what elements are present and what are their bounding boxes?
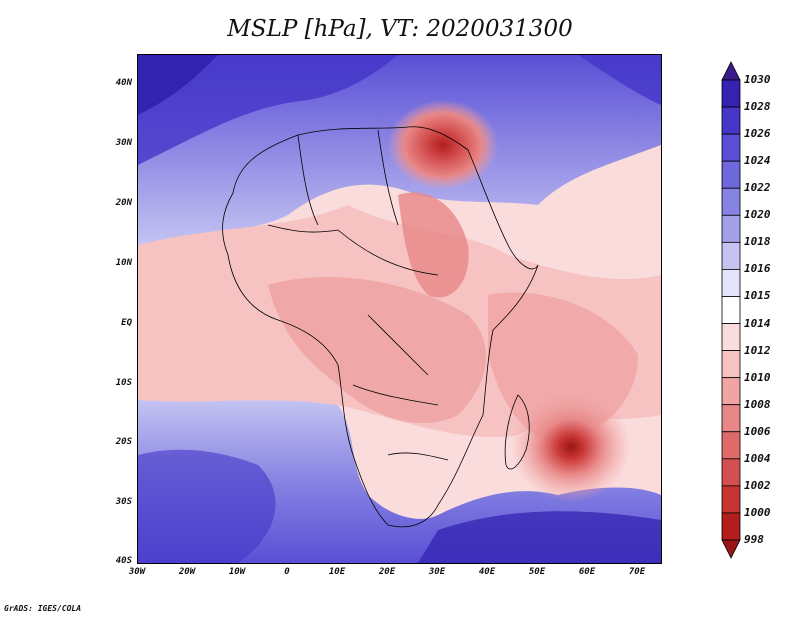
colorbar-box <box>721 133 741 162</box>
colorbar-label: 1028 <box>744 100 771 114</box>
lon-label-50e: 50E <box>528 567 546 577</box>
colorbar-label: 1030 <box>744 73 771 86</box>
lon-label-30e: 30E <box>428 567 446 577</box>
map-panel <box>137 54 662 564</box>
lon-label-60e: 60E <box>578 567 596 577</box>
colorbar-box <box>721 512 741 541</box>
lat-label-10s: 10S <box>115 378 132 388</box>
colorbar-label: 1024 <box>744 154 771 168</box>
colorbar-label: 1020 <box>744 208 771 222</box>
chart-title: MSLP [hPa], VT: 2020031300 <box>227 16 573 42</box>
colorbar-box <box>721 187 741 216</box>
mslp-field <box>138 55 661 563</box>
lon-label-30w: 30W <box>128 567 146 577</box>
colorbar-box <box>721 106 741 135</box>
colorbar <box>721 61 741 559</box>
colorbar-boxes <box>721 61 741 559</box>
colorbar-label: 1000 <box>744 505 771 519</box>
colorbar-label: 1006 <box>744 424 771 438</box>
lat-label-10n: 10N <box>115 258 132 268</box>
colorbar-arrow-top <box>721 61 741 81</box>
lon-label-0: 0 <box>284 567 290 577</box>
lat-label-30n: 30N <box>115 138 132 148</box>
lat-label-40s: 40S <box>115 556 132 566</box>
credit-label: GrADS: IGES/COLA <box>4 604 82 613</box>
lon-label-70e: 70E <box>628 567 646 577</box>
lat-label-20s: 20S <box>115 437 132 447</box>
colorbar-box <box>721 241 741 270</box>
colorbar-box <box>721 296 741 324</box>
lat-label-eq: EQ <box>121 318 132 328</box>
colorbar-label: 1018 <box>744 235 771 249</box>
colorbar-box <box>721 269 741 297</box>
colorbar-label: 1010 <box>744 370 771 384</box>
colorbar-label: 1012 <box>744 343 771 357</box>
colorbar-label: 998 <box>744 533 764 546</box>
colorbar-box <box>721 485 741 514</box>
lat-label-20n: 20N <box>115 198 132 208</box>
colorbar-box <box>721 79 741 108</box>
lon-label-20e: 20E <box>378 567 396 577</box>
colorbar-box <box>721 431 741 460</box>
colorbar-label: 1004 <box>744 451 771 465</box>
colorbar-arrow-bottom <box>721 539 741 559</box>
colorbar-label: 1002 <box>744 478 771 492</box>
lat-label-30s: 30S <box>115 497 132 507</box>
lon-label-40e: 40E <box>478 567 496 577</box>
colorbar-label: 1015 <box>744 289 771 303</box>
colorbar-box <box>721 160 741 189</box>
colorbar-label: 1022 <box>744 181 771 195</box>
colorbar-box <box>721 404 741 433</box>
colorbar-box <box>721 214 741 243</box>
colorbar-label: 1014 <box>744 316 771 330</box>
colorbar-box <box>721 323 741 351</box>
lat-label-40n: 40N <box>115 78 132 88</box>
colorbar-box <box>721 377 741 406</box>
lon-label-10w: 10W <box>228 567 246 577</box>
colorbar-label: 1016 <box>744 262 771 276</box>
colorbar-box <box>721 350 741 379</box>
colorbar-label: 1008 <box>744 397 771 411</box>
colorbar-label: 1026 <box>744 127 771 141</box>
lon-label-10e: 10E <box>328 567 346 577</box>
colorbar-box <box>721 458 741 487</box>
lon-label-20w: 20W <box>178 567 196 577</box>
